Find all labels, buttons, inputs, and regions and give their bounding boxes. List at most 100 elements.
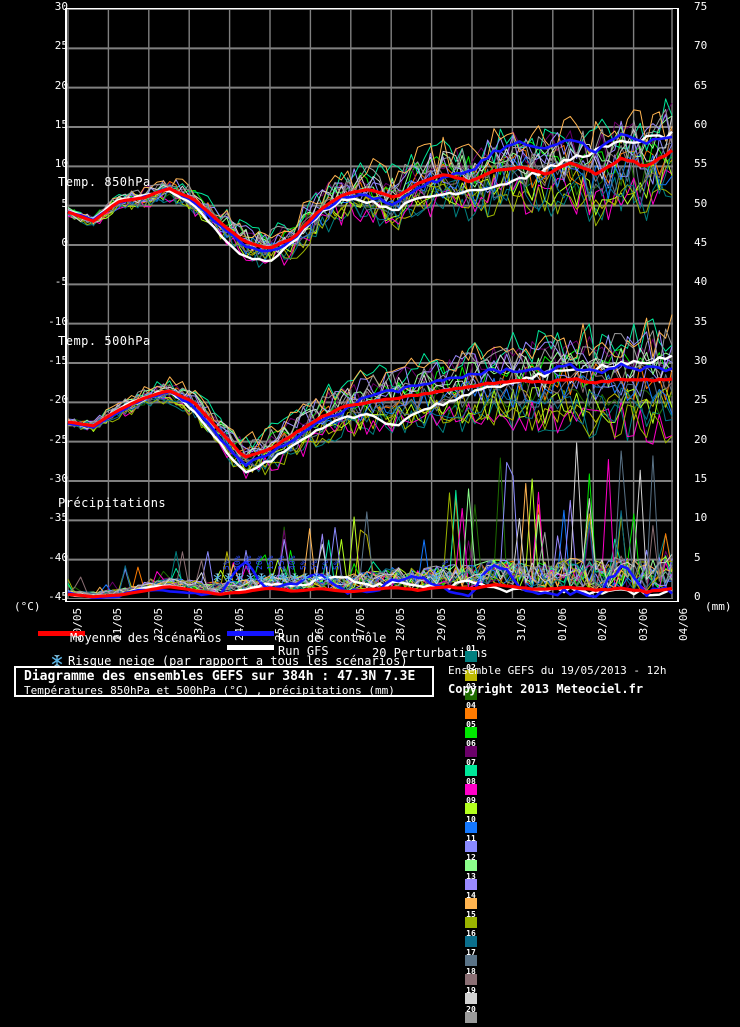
snowflake-icon (323, 573, 332, 582)
y-tick-left: -45 (48, 590, 68, 603)
perturbation-swatch (465, 765, 477, 776)
perturbation-number: 01 (466, 644, 476, 653)
panel-label-temp500: Temp. 500hPa (58, 334, 151, 348)
y-tick-left: 25 (54, 39, 68, 53)
snow-risk-percent: 30% (233, 555, 242, 570)
mean-swatch (38, 631, 85, 636)
snow-risk-percent: 15% (266, 555, 275, 570)
perturbation-number: 03 (466, 682, 476, 691)
mean-label: Moyenne des scénarios (70, 631, 222, 645)
y-tick-left: -5 (54, 275, 68, 289)
y-tick-right: 30 (694, 354, 708, 367)
snow-risk-percent: 5% (299, 560, 308, 570)
perturbation-swatch (465, 689, 477, 700)
snow-risk-percent: 60% (244, 555, 253, 570)
y-tick-left: -40 (48, 550, 68, 564)
snowflake-icon (432, 573, 441, 582)
chart-title: Diagramme des ensembles GEFS sur 384h : … (24, 669, 416, 684)
control-label: Run de contrôle (278, 631, 387, 645)
perturbation-swatch (465, 822, 477, 833)
perturbation-number: 02 (466, 663, 476, 672)
perturbation-swatch (465, 879, 477, 890)
control-swatch (227, 631, 274, 636)
snowflake-icon (301, 573, 310, 582)
snowflake-icon (246, 573, 255, 582)
perturbation-swatch (465, 746, 477, 757)
snow-risk-percent: 5% (321, 560, 330, 570)
y-tick-right: 40 (694, 275, 708, 289)
y-tick-right: 45 (694, 236, 708, 249)
snow-risk-percent: 40% (288, 555, 297, 570)
left-axis-unit: (°C) (14, 600, 41, 613)
perturbations-label: 20 Perturbations (372, 646, 488, 660)
legend: Moyenne des scénarios Run de contrôle Ru… (0, 622, 740, 668)
perturbation-swatch (465, 803, 477, 814)
y-tick-left: 20 (54, 78, 68, 92)
snowflake-icon (235, 573, 244, 582)
perturbation-swatch (465, 727, 477, 738)
perturbation-swatch (465, 1012, 477, 1023)
y-tick-left: 15 (54, 118, 68, 131)
y-tick-right: 75 (694, 0, 708, 13)
snow-risk-percent: 5% (485, 560, 494, 570)
series-curves (67, 98, 673, 599)
snow-risk-percent: 20% (255, 555, 264, 570)
y-tick-right: 55 (694, 157, 708, 171)
y-tick-right: 70 (694, 39, 708, 53)
perturbation-swatch (465, 898, 477, 909)
perturbation-swatch (465, 936, 477, 947)
snowflake-icon (51, 654, 63, 667)
y-tick-left: -25 (48, 432, 68, 446)
y-tick-right: 50 (694, 196, 708, 210)
y-tick-left: 0 (61, 236, 68, 249)
snow-risk-percent: 25% (277, 555, 286, 570)
y-tick-right: 65 (694, 78, 708, 92)
panel-label-precip: Précipitations (58, 496, 167, 510)
chart-subtitle: Températures 850hPa et 500hPa (°C) , pré… (24, 684, 395, 697)
y-tick-left: 30 (54, 0, 68, 13)
snowflake-icon (257, 573, 266, 582)
y-tick-right: 60 (694, 118, 708, 131)
right-axis-unit: (mm) (705, 600, 732, 613)
perturbation-swatch (465, 974, 477, 985)
perturbation-swatch (465, 651, 477, 662)
perturbation-swatch (465, 917, 477, 928)
snowflake-icon (476, 573, 485, 582)
perturbation-swatch (465, 955, 477, 966)
y-tick-left: -20 (48, 393, 68, 407)
snowflake-icon (279, 573, 288, 582)
perturbation-swatch (465, 670, 477, 681)
y-tick-right: 5 (694, 550, 701, 564)
perturbation-swatch (465, 841, 477, 852)
copyright: Copyright 2013 Meteociel.fr (448, 682, 644, 696)
snowflake-icon (312, 573, 321, 582)
run-info: Ensemble GEFS du 19/05/2013 - 12h (448, 664, 667, 677)
snow-risk-label: Risque neige (par rapport a tous les scé… (68, 654, 408, 668)
y-tick-left: -30 (48, 472, 68, 485)
panel-label-temp850: Temp. 850hPa (58, 175, 151, 189)
y-tick-left: 10 (54, 157, 68, 171)
gfs-swatch (227, 645, 274, 650)
y-tick-right: 35 (694, 314, 708, 328)
perturbation-swatch (465, 860, 477, 871)
snowflake-icon (224, 573, 233, 582)
y-tick-right: 0 (694, 590, 701, 603)
y-tick-right: 25 (694, 393, 708, 407)
gfs-label: Run GFS (278, 644, 329, 658)
perturbation-swatch (465, 993, 477, 1004)
y-tick-left: 5 (61, 196, 68, 210)
y-tick-left: -15 (48, 354, 68, 367)
perturbation-swatch (465, 784, 477, 795)
y-tick-left: -10 (48, 314, 68, 328)
y-tick-right: 15 (694, 472, 708, 485)
snow-risk-percent: 5% (222, 560, 231, 570)
title-box: Diagramme des ensembles GEFS sur 384h : … (14, 666, 434, 697)
snow-risk-percent: 5% (310, 560, 319, 570)
meta-box: Ensemble GEFS du 19/05/2013 - 12h Copyri… (446, 664, 736, 698)
y-tick-right: 10 (694, 511, 708, 525)
snowflake-icon (268, 573, 277, 582)
snowflake-icon (213, 573, 222, 582)
gridlines (67, 9, 673, 599)
plot-area (65, 8, 679, 602)
